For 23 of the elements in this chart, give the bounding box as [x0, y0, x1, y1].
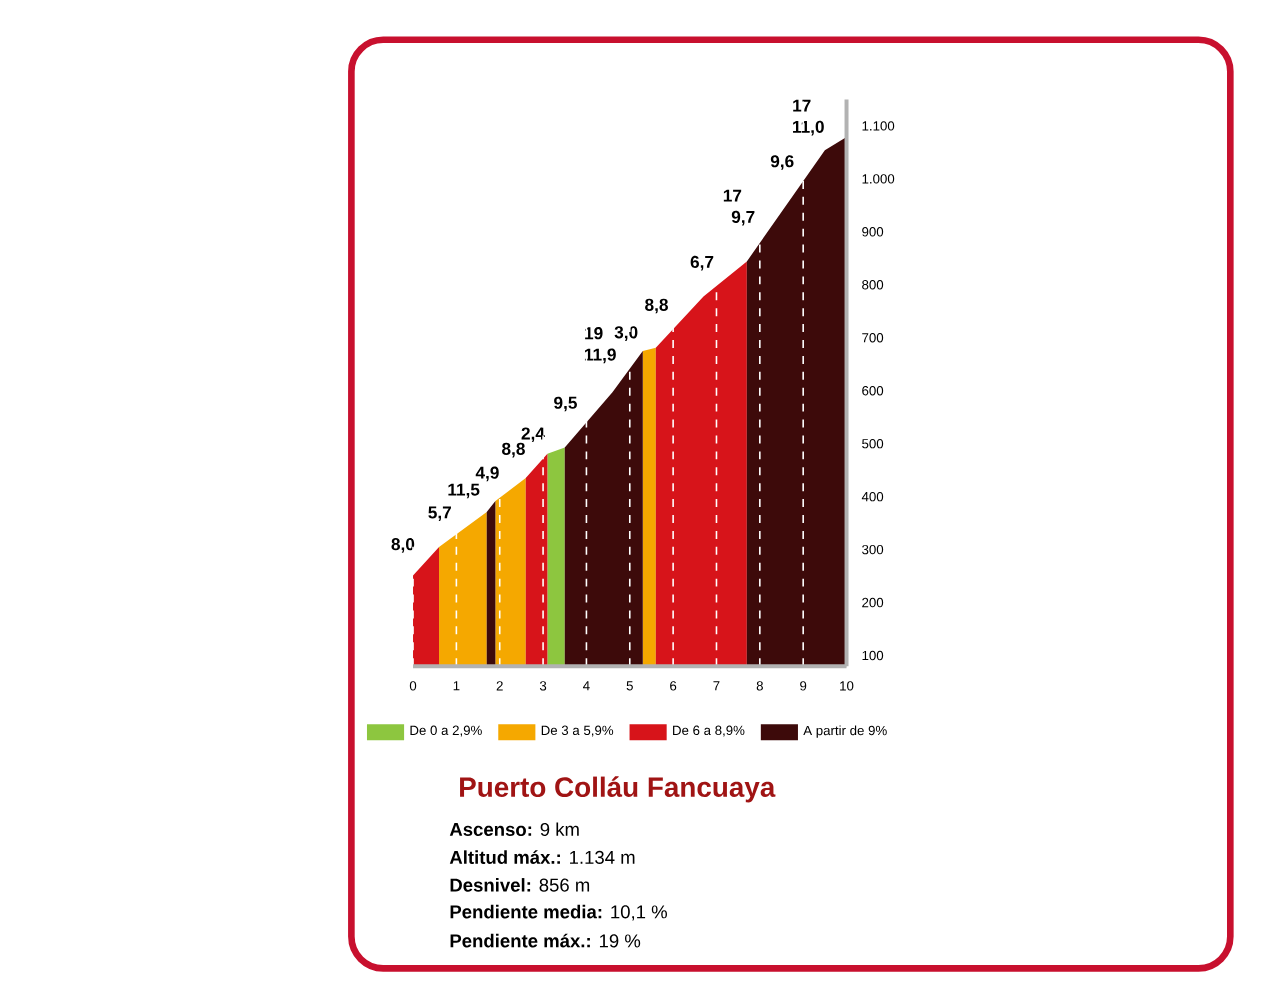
annotation: 9,5 — [554, 396, 577, 412]
annotation: 8,8 — [645, 298, 668, 314]
annotation: 19 — [585, 327, 603, 340]
annotation: 17 — [793, 99, 811, 112]
annotation: 5,7 — [428, 506, 451, 521]
annotation: 17 — [723, 189, 742, 202]
annotation: 4,9 — [475, 466, 499, 482]
text: Ascenso: 9 km — [449, 822, 579, 836]
annotation: 9,6 — [770, 155, 794, 170]
annotation: 3,0 — [614, 326, 638, 341]
annotation: 11,9 — [584, 348, 616, 364]
annotation: 2,4 — [521, 427, 545, 442]
annotation: 6,7 — [690, 255, 714, 271]
text: Pendiente máx.: 19 % — [450, 933, 641, 948]
annotation: 11,0 — [793, 120, 824, 136]
annotation: 8,0 — [391, 538, 415, 553]
text: Pendiente media: 10,1 % — [450, 904, 667, 921]
text: Altitud máx.: 1.134 m — [449, 850, 635, 864]
text: Desnivel: 856 m — [450, 877, 590, 892]
annotation: 11,5 — [448, 483, 480, 499]
annotation: 8,8 — [502, 442, 525, 458]
annotation: 9,7 — [731, 210, 755, 226]
text: Puerto Colláu Fancuaya — [460, 776, 776, 803]
